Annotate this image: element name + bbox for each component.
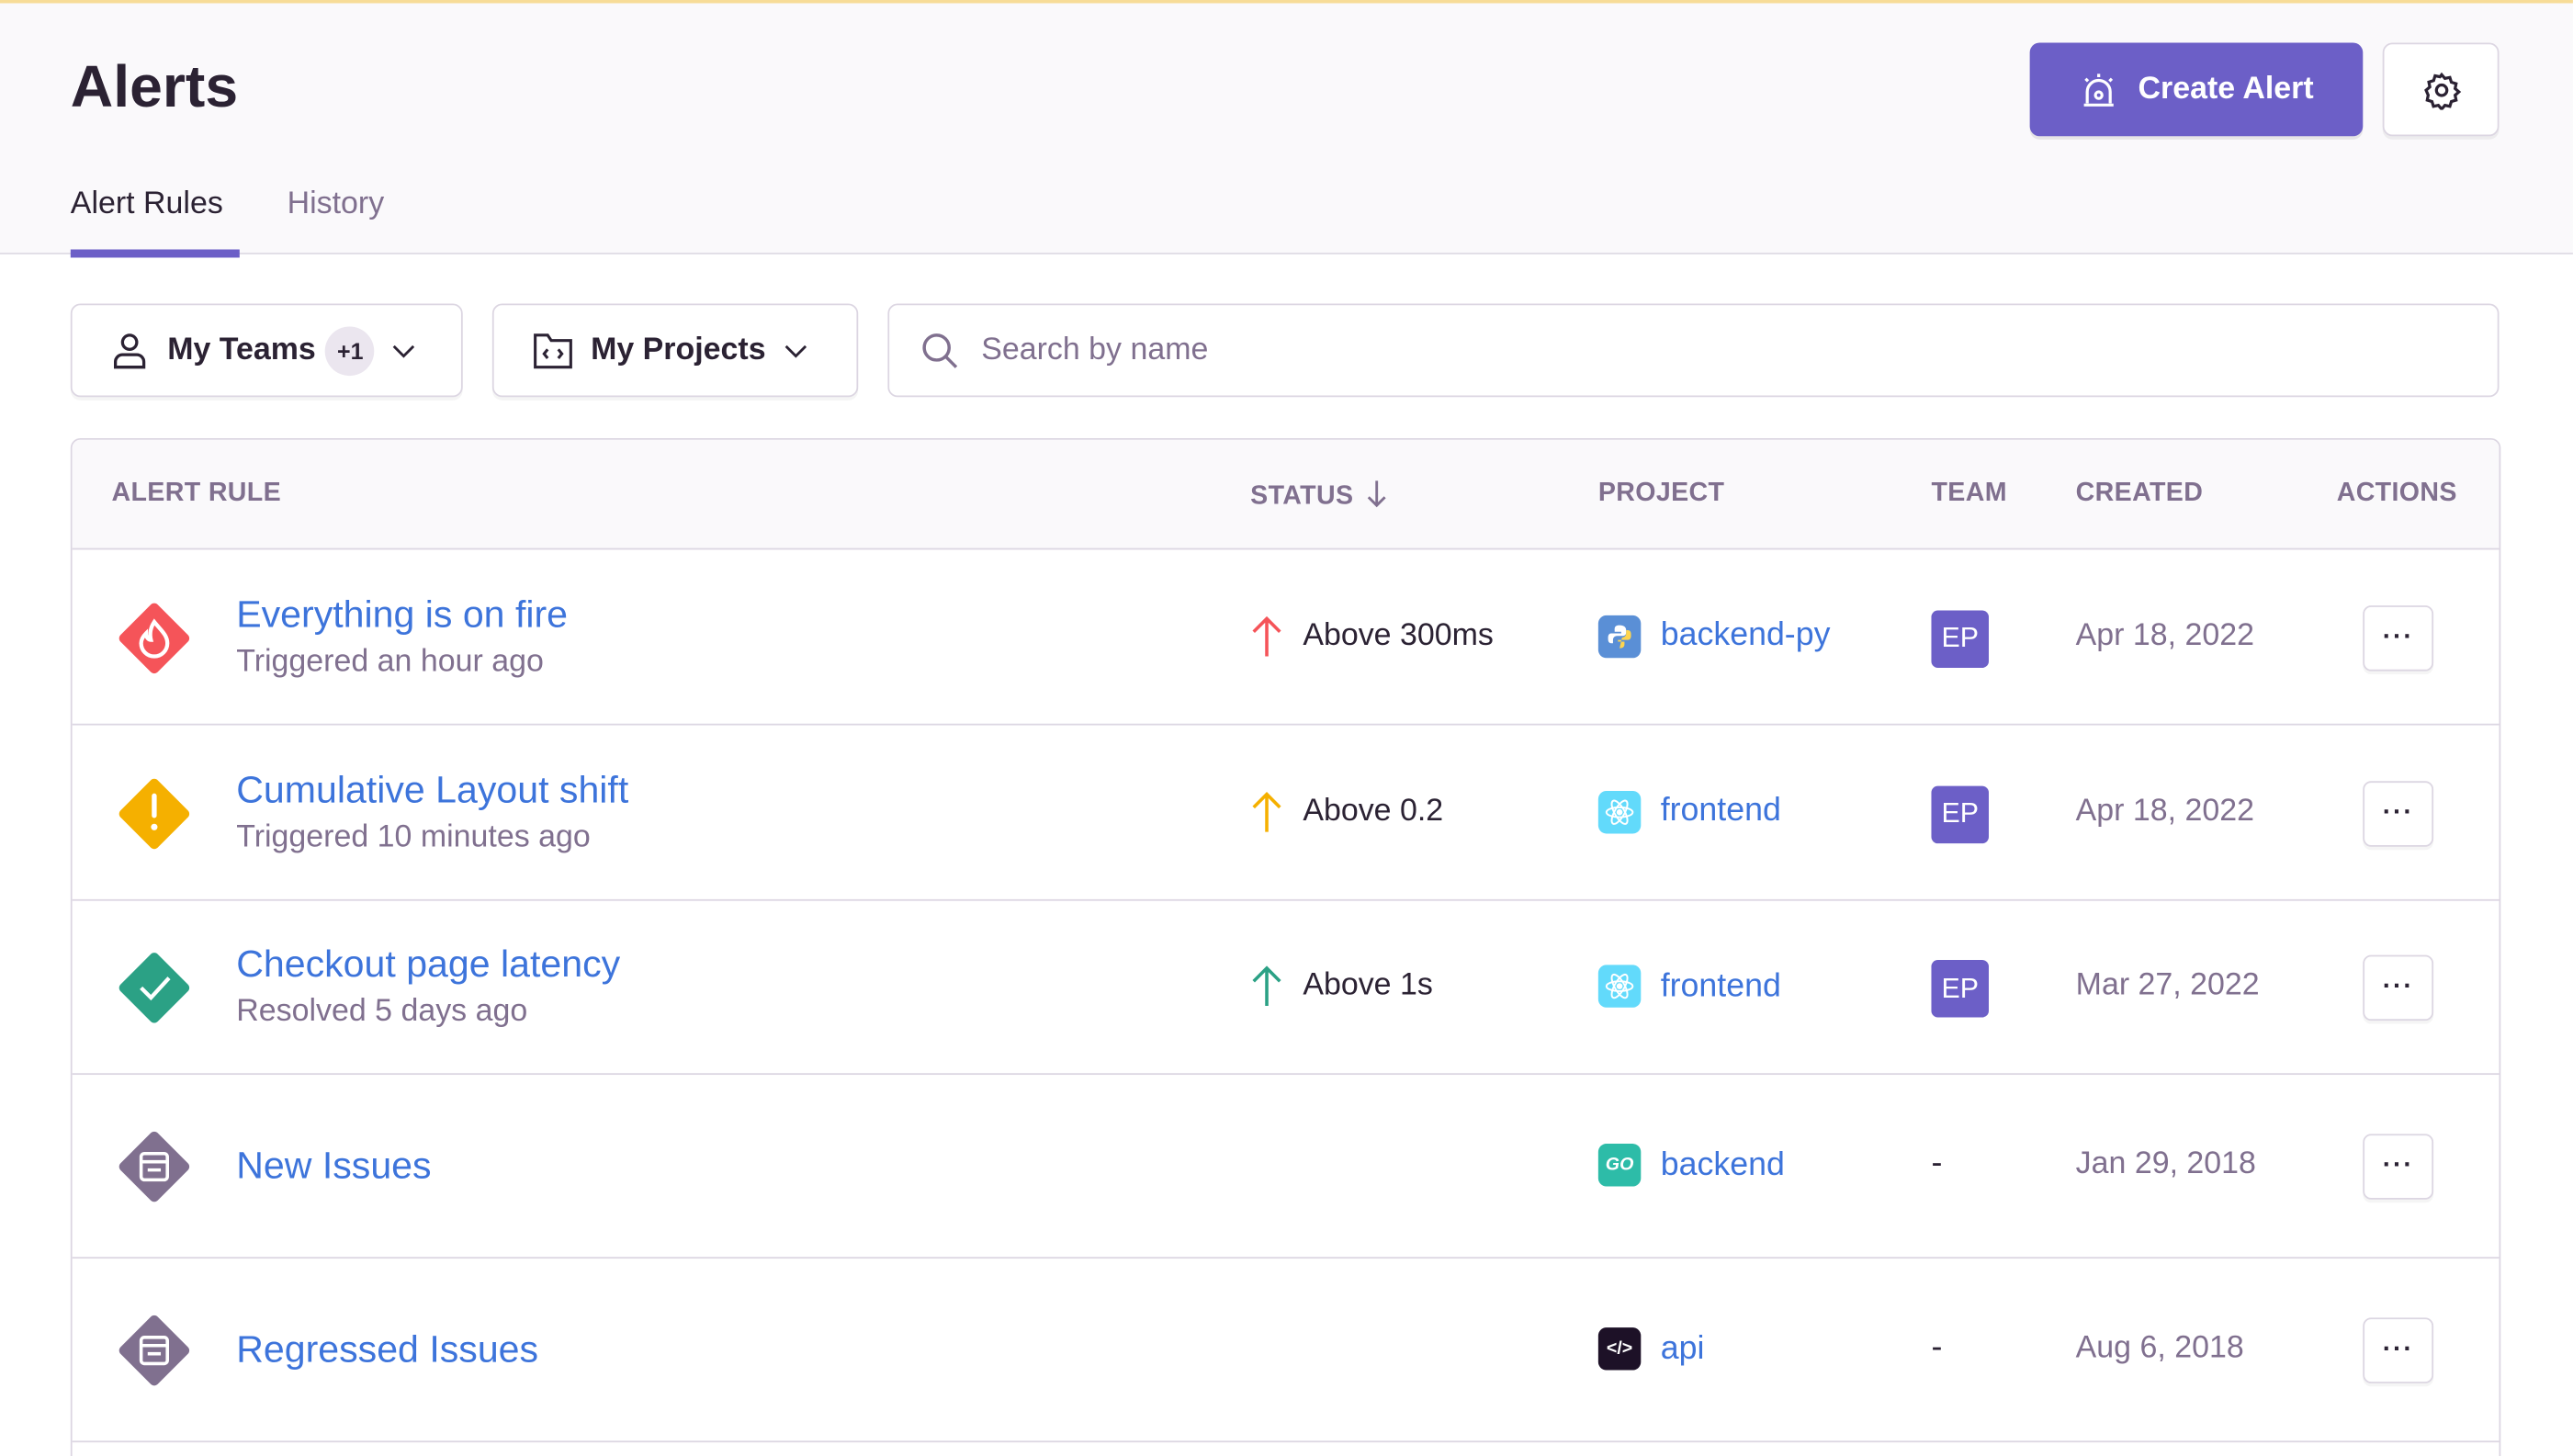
status-cell: Above 1s [1250, 965, 1433, 1007]
react-icon [1597, 965, 1642, 1008]
exclamation-icon [118, 777, 190, 849]
created-date: Apr 18, 2022 [2075, 617, 2255, 653]
alert-rule-subtitle: Triggered an hour ago [236, 644, 544, 679]
project-link[interactable]: frontend [1597, 965, 1781, 1008]
status-threshold: Above 1s [1303, 967, 1433, 1003]
created-date: Mar 27, 2022 [2075, 967, 2260, 1003]
alert-rule-link[interactable]: Checkout page latency [236, 942, 621, 985]
tab-alert-rules[interactable]: Alert Rules [70, 186, 223, 222]
settings-button[interactable] [2382, 42, 2500, 137]
table-row: Everything is on fire Triggered an hour a… [72, 549, 2500, 726]
column-created: CREATED [2075, 479, 2204, 507]
row-actions-button[interactable]: ··· [2363, 1317, 2434, 1383]
column-project: PROJECT [1597, 479, 1725, 507]
user-icon [113, 333, 146, 368]
search-placeholder: Search by name [981, 332, 1209, 367]
project-link[interactable]: backend-py [1597, 614, 1831, 658]
table-row: Regressed Issues </> api - Aug 6, 2018 ··· [72, 1258, 2500, 1443]
page-header: Alerts Create Alert Alert Rules History [0, 3, 2573, 258]
project-name: frontend [1660, 967, 1781, 1004]
arrow-up-icon [1252, 791, 1281, 831]
column-alert-rule: ALERT RULE [111, 479, 282, 507]
table-row: Cumulative Layout shift Triggered 10 minu… [72, 726, 2500, 901]
table-row: New Issues GO backend - Jan 29, 2018 ··· [72, 1075, 2500, 1259]
page-title: Alerts [70, 52, 239, 120]
column-team: TEAM [1931, 479, 2007, 507]
alert-rule-link[interactable]: Everything is on fire [236, 591, 569, 635]
status-cell: Above 300ms [1250, 615, 1494, 657]
column-status[interactable]: STATUS [1250, 480, 1389, 513]
tab-history[interactable]: History [287, 186, 385, 222]
chevron-down-icon [784, 344, 807, 357]
projects-filter-label: My Projects [591, 332, 766, 367]
column-status-label: STATUS [1250, 482, 1354, 511]
row-actions-button[interactable]: ··· [2363, 604, 2434, 671]
team-avatar: EP [1931, 784, 1989, 843]
project-name: backend-py [1660, 616, 1831, 653]
team-avatar: EP [1931, 959, 1989, 1018]
teams-filter-label: My Teams [167, 332, 316, 367]
search-input[interactable]: Search by name [887, 303, 2500, 398]
alert-rule-link[interactable]: New Issues [236, 1144, 432, 1187]
alert-rule-link[interactable]: Cumulative Layout shift [236, 767, 629, 810]
arrow-up-icon [1252, 615, 1281, 656]
project-name: frontend [1660, 792, 1781, 830]
created-date: Jan 29, 2018 [2075, 1146, 2256, 1182]
project-name: api [1660, 1329, 1705, 1367]
project-link[interactable]: </> api [1597, 1327, 1705, 1371]
search-icon [922, 333, 958, 368]
status-threshold: Above 300ms [1303, 617, 1494, 653]
project-name: backend [1660, 1146, 1785, 1183]
created-date: Apr 18, 2022 [2075, 793, 2255, 829]
issues-icon [118, 1131, 190, 1202]
alert-rule-subtitle: Triggered 10 minutes ago [236, 819, 591, 854]
issues-icon [118, 1315, 190, 1386]
go-icon: GO [1597, 1144, 1642, 1187]
code-icon: </> [1597, 1327, 1642, 1371]
create-alert-button[interactable]: Create Alert [2029, 42, 2364, 137]
create-alert-label: Create Alert [2138, 71, 2314, 107]
chevron-down-icon [393, 344, 415, 357]
team-avatar: EP [1931, 609, 1989, 668]
arrow-up-icon [1252, 965, 1281, 1007]
projects-filter-dropdown[interactable]: My Projects [491, 303, 859, 398]
fire-icon [118, 602, 190, 673]
row-actions-button[interactable]: ··· [2363, 954, 2434, 1021]
team-empty: - [1931, 1145, 1943, 1182]
table-row: Checkout page latency Resolved 5 days ago… [72, 901, 2500, 1076]
table-header: ALERT RULE STATUS PROJECT TEAM CREATED A… [72, 439, 2500, 550]
created-date: Aug 6, 2018 [2075, 1330, 2244, 1366]
column-actions: ACTIONS [2336, 479, 2457, 507]
react-icon [1597, 790, 1642, 833]
row-actions-button[interactable]: ··· [2363, 780, 2434, 846]
teams-filter-dropdown[interactable]: My Teams +1 [70, 303, 463, 398]
alert-rule-link[interactable]: Regressed Issues [236, 1327, 539, 1371]
alert-rules-table: ALERT RULE STATUS PROJECT TEAM CREATED A… [70, 437, 2501, 1456]
project-folder-icon [534, 333, 572, 368]
teams-count-badge: +1 [325, 325, 376, 376]
checkmark-icon [118, 953, 190, 1023]
project-link[interactable]: GO backend [1597, 1144, 1785, 1187]
python-icon [1597, 614, 1642, 658]
arrow-down-icon [1368, 480, 1387, 508]
status-threshold: Above 0.2 [1303, 793, 1444, 829]
alert-rule-subtitle: Resolved 5 days ago [236, 994, 528, 1030]
team-empty: - [1931, 1328, 1943, 1366]
siren-icon [2083, 73, 2114, 107]
top-accent-line [0, 0, 2573, 4]
status-cell: Above 0.2 [1250, 790, 1443, 832]
row-actions-button[interactable]: ··· [2363, 1134, 2434, 1200]
gear-icon [2423, 71, 2461, 109]
active-tab-indicator [70, 249, 240, 258]
project-link[interactable]: frontend [1597, 790, 1781, 833]
